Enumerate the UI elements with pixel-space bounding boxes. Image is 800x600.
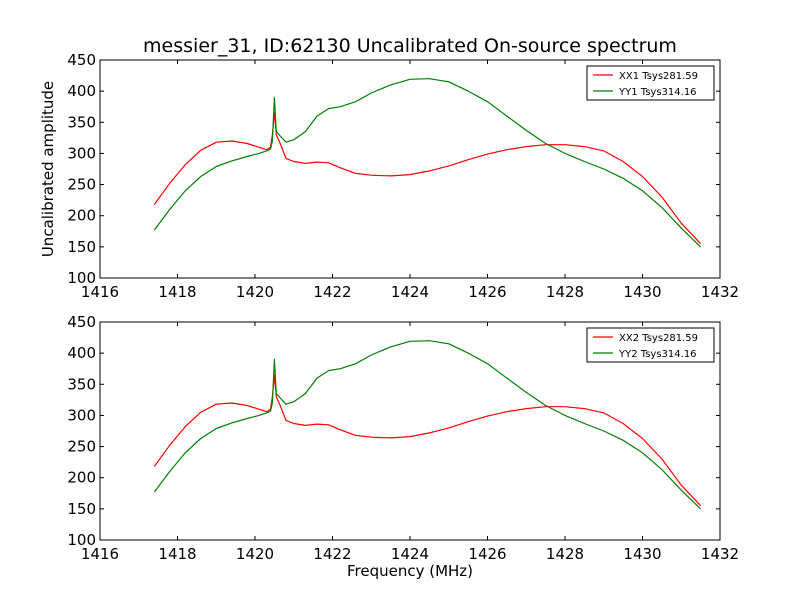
- x-tick-label: 1432: [701, 545, 739, 563]
- x-tick-label: 1428: [546, 545, 584, 563]
- plot-panels: 1416 1418 1420 1422 1424 1426 1428 1430 14321001…: [67, 51, 739, 563]
- x-tick-label: 1426: [468, 545, 506, 563]
- x-tick-label: 1428: [546, 283, 584, 301]
- x-tick-label: 1426: [468, 283, 506, 301]
- series-line-1-1: [153, 112, 702, 245]
- legend-label: XX1 Tsys281.59: [619, 71, 698, 82]
- legend-label: YY2 Tsys314.16: [618, 349, 697, 360]
- legend-box: [586, 65, 715, 101]
- y-tick-label: 300: [67, 406, 96, 424]
- series-line-2-1: [153, 374, 702, 507]
- y-tick-label: 200: [67, 207, 96, 225]
- y-tick-label: 350: [67, 113, 96, 131]
- y-tick-label: 450: [67, 51, 96, 69]
- x-axis-label: Frequency (MHz): [347, 562, 473, 580]
- x-tick-label: 1424: [391, 545, 429, 563]
- x-tick-label: 1420: [236, 545, 274, 563]
- y-tick-label: 400: [67, 344, 96, 362]
- x-tick-label: 1424: [391, 283, 429, 301]
- y-tick-label: 400: [67, 82, 96, 100]
- y-axis-label: Uncalibrated amplitude: [39, 81, 57, 257]
- y-tick-label: 350: [67, 375, 96, 393]
- y-tick-label: 150: [67, 238, 96, 256]
- y-tick-label: 100: [67, 531, 96, 549]
- legend-box: [586, 327, 715, 363]
- x-tick-label: 1430: [623, 283, 661, 301]
- x-tick-label: 1418: [158, 545, 196, 563]
- x-tick-label: 1430: [623, 545, 661, 563]
- x-tick-label: 1422: [313, 545, 351, 563]
- x-tick-label: 1416: [81, 545, 119, 563]
- y-tick-label: 150: [67, 500, 96, 518]
- y-tick-label: 100: [67, 269, 96, 287]
- figure-title: messier_31, ID:62130 Uncalibrated On-sou…: [143, 35, 677, 57]
- x-tick-label: 1422: [313, 283, 351, 301]
- series-line-1-2: [153, 78, 702, 248]
- x-tick-label: 1416: [81, 283, 119, 301]
- legend: XX1 Tsys281.59 YY1 Tsys314.16: [586, 65, 715, 101]
- y-tick-label: 450: [67, 313, 96, 331]
- plot-panel-1: 1416 1418 1420 1422 1424 1426 1428 1430 1432 100 1…: [67, 51, 739, 301]
- x-tick-label: 1420: [236, 283, 274, 301]
- x-tick-label: 1432: [701, 283, 739, 301]
- y-tick-label: 250: [67, 176, 96, 194]
- y-tick-label: 200: [67, 469, 96, 487]
- series-line-2-2: [153, 340, 702, 510]
- x-tick-label: 1418: [158, 283, 196, 301]
- plot-panel-2: 1416 1418 1420 1422 1424 1426 1428 1430 1432 100 1…: [67, 313, 739, 563]
- legend: XX2 Tsys281.59 YY2 Tsys314.16: [586, 327, 715, 363]
- y-tick-label: 300: [67, 144, 96, 162]
- y-tick-label: 250: [67, 438, 96, 456]
- legend-label: XX2 Tsys281.59: [619, 333, 698, 344]
- legend-label: YY1 Tsys314.16: [618, 87, 697, 98]
